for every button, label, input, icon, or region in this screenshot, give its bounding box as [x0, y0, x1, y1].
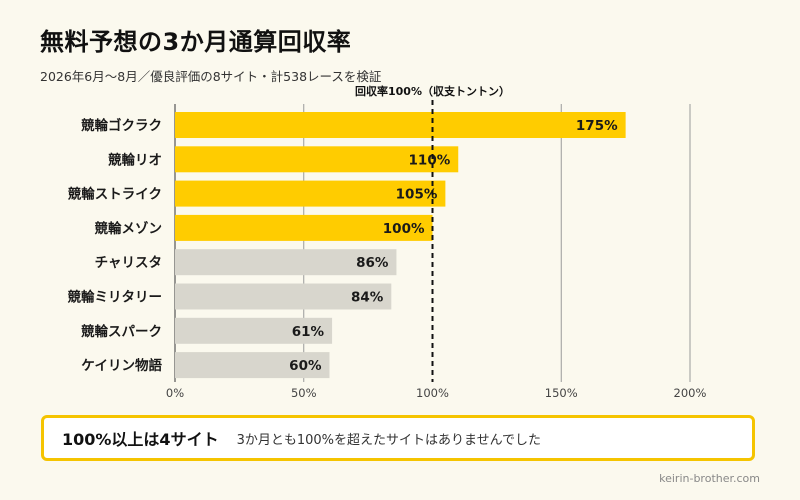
chart-subtitle: 2026年6月〜8月／優良評価の8サイト・計538レースを検証 [40, 69, 382, 84]
reference-label: 回収率100%（収支トントン） [355, 84, 510, 98]
category-label: 競輪ゴクラク [81, 117, 162, 134]
bar-value-label: 84% [351, 290, 384, 306]
callout-body: 3か月とも100%を超えたサイトはありませんでした [236, 432, 541, 448]
bar-value-label: 110% [409, 152, 451, 168]
bar-value-label: 100% [383, 221, 425, 237]
bar [175, 283, 392, 310]
bar [175, 146, 459, 173]
bar [175, 352, 330, 379]
bar [175, 180, 446, 207]
bar-value-label: 60% [289, 358, 322, 374]
bar-value-label: 61% [292, 324, 325, 340]
x-tick-label: 200% [674, 386, 707, 400]
x-tick-label: 100% [416, 386, 449, 400]
bar-value-label: 105% [396, 187, 438, 203]
category-label: 競輪ストライク [68, 186, 162, 203]
category-label: 競輪ミリタリー [68, 289, 163, 306]
x-tick-label: 0% [166, 386, 184, 400]
bar-value-label: 86% [356, 255, 389, 271]
bar-chart: 175% 競輪ゴクラク 110% 競輪リオ 105% 競輪ストライク 100% 競輪メゾン 86… [68, 84, 707, 400]
category-label: 競輪スパーク [81, 323, 162, 340]
bar [175, 317, 333, 344]
bar-value-label: 175% [576, 118, 618, 134]
bar [175, 112, 626, 138]
x-tick-label: 150% [545, 386, 578, 400]
bar [175, 249, 397, 276]
category-label: 競輪リオ [108, 151, 162, 168]
bar [175, 214, 433, 241]
category-label: チャリスタ [95, 255, 162, 271]
category-label: 競輪メゾン [95, 220, 163, 237]
site-credit: keirin-brother.com [659, 472, 760, 485]
chart-title: 無料予想の3か月通算回収率 [40, 28, 352, 56]
x-tick-label: 50% [291, 386, 317, 400]
callout-heading: 100%以上は4サイト [62, 430, 219, 449]
category-label: ケイリン物語 [81, 357, 162, 374]
summary-callout: 100%以上は4サイト 3か月とも100%を超えたサイトはありませんでした [41, 415, 755, 461]
